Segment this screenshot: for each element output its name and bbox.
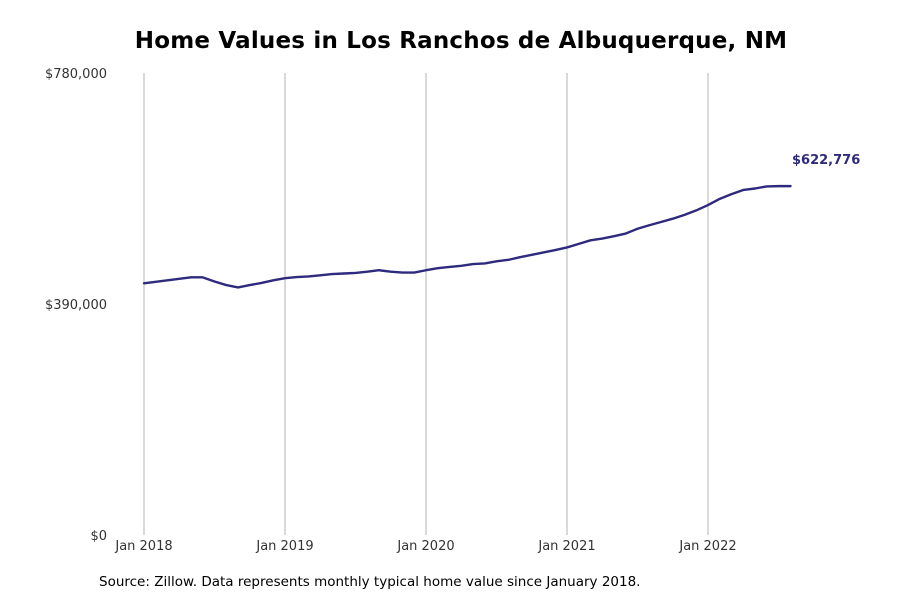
axis-layer: Jan 2018 Jan 2019 Jan 2020 Jan 2021 Jan 2022… — [45, 67, 737, 554]
x-tick-label: Jan 2018 — [114, 539, 172, 554]
x-tick-label: Jan 2019 — [255, 539, 313, 554]
x-tick-label: Jan 2021 — [537, 539, 595, 554]
x-tick-label: Jan 2022 — [678, 539, 736, 554]
y-tick-label: $780,000 — [45, 67, 107, 82]
series-layer: $622,776 — [142, 153, 860, 289]
y-tick-label: $390,000 — [45, 298, 107, 313]
grid-layer — [143, 73, 709, 535]
end-value-label: $622,776 — [792, 153, 860, 168]
chart-title: Home Values in Los Ranchos de Albuquerqu… — [134, 28, 788, 54]
y-tick-label: $0 — [90, 529, 107, 544]
x-tick-label: Jan 2020 — [396, 539, 454, 554]
series-line — [142, 184, 792, 289]
source-note: Source: Zillow. Data represents monthly … — [99, 574, 641, 590]
